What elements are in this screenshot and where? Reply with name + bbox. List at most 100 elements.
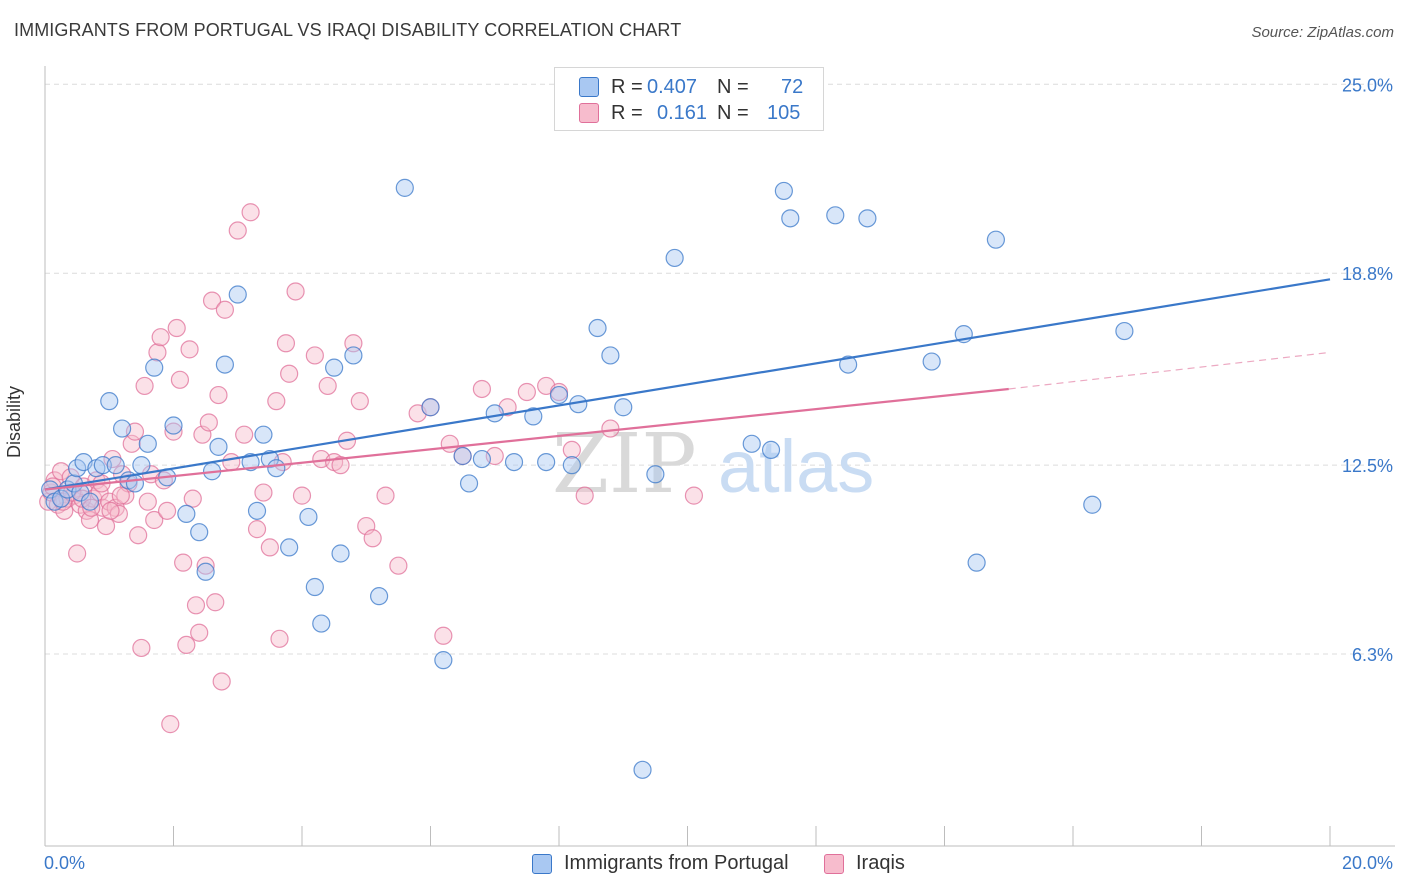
portugal-point <box>562 456 581 475</box>
portugal-point <box>312 614 331 633</box>
y-tick-label: 25.0% <box>1342 75 1393 95</box>
portugal-point <box>504 452 524 472</box>
iraqis-point <box>235 425 254 444</box>
portugal-point <box>742 434 761 453</box>
portugal-point <box>537 452 556 472</box>
stats-legend: R = 0.407 N = 72 R = 0.161 N = 105 <box>554 67 824 131</box>
iraqis-point <box>270 629 289 648</box>
portugal-point <box>1115 321 1134 341</box>
axes-layer <box>44 66 1395 847</box>
legend-label-iraqis: Iraqis <box>856 852 905 874</box>
y-axis-label: Disability <box>4 385 24 458</box>
iraqis-point <box>167 318 186 338</box>
iraqis-swatch <box>579 103 599 123</box>
iraqis-point <box>177 635 196 655</box>
watermark-atlas: atlas <box>718 425 874 508</box>
tick-labels: 6.3% 12.5% 18.8% 25.0% 0.0% 20.0% <box>44 75 1393 873</box>
portugal-point <box>260 449 279 469</box>
iraqis-point <box>212 672 231 691</box>
portugal-point <box>209 437 228 456</box>
iraqis-point <box>254 483 273 502</box>
iraqis-point <box>318 376 337 396</box>
portugal-point <box>100 392 119 411</box>
portugal-point <box>215 355 234 374</box>
portugal-point <box>93 456 112 475</box>
portugal-point <box>665 248 684 268</box>
portugal-point <box>781 209 800 228</box>
iraqis-point <box>601 419 620 438</box>
portugal-point <box>967 553 986 572</box>
portugal-point <box>485 404 504 423</box>
portugal-point <box>421 398 440 417</box>
portugal-point <box>125 474 145 493</box>
portugal-point <box>472 449 491 469</box>
portugal-point <box>254 425 273 444</box>
portugal-point <box>241 452 260 472</box>
portugal-point <box>395 178 414 197</box>
portugal-point <box>145 358 164 377</box>
portugal-point <box>132 456 151 475</box>
portugal-point <box>106 456 125 475</box>
iraqis-point <box>247 520 267 539</box>
portugal-point <box>614 398 633 417</box>
iraqis-point <box>132 638 151 658</box>
iraqis-point <box>267 392 286 411</box>
iraqis-point <box>129 526 148 545</box>
legend-label-portugal: Immigrants from Portugal <box>564 852 789 874</box>
iraqis-point <box>376 486 395 505</box>
iraqis-point <box>286 282 305 301</box>
legend-item-portugal[interactable]: Immigrants from Portugal <box>532 852 789 875</box>
iraqis-point <box>148 343 167 362</box>
portugal-point <box>305 577 324 597</box>
iraqis-point <box>186 596 206 615</box>
iraqis-point <box>292 486 312 505</box>
iraqis-point <box>260 538 279 557</box>
portugal-point <box>646 465 665 484</box>
iraqis-point <box>434 626 453 645</box>
iraqis-point <box>575 486 594 505</box>
iraqis-point <box>440 434 459 453</box>
portugal-point <box>325 358 344 377</box>
iraqis-point <box>276 334 296 353</box>
iraqis-trend-line <box>44 387 1009 491</box>
portugal-point <box>826 206 845 225</box>
iraqis-point <box>111 486 130 505</box>
iraqis-point <box>222 452 241 472</box>
portugal-point <box>761 440 781 460</box>
trend-layer <box>44 278 1331 491</box>
iraqis-point <box>164 422 183 441</box>
iraqis-point <box>101 501 120 520</box>
iraqis-point <box>183 489 202 508</box>
iraqis-point <box>280 364 299 383</box>
stats-row-iraqis: R = 0.161 N = 105 <box>579 100 800 126</box>
x-tick-label: 20.0% <box>1342 853 1393 873</box>
n-value: 105 <box>767 101 801 124</box>
iraqis-point <box>196 556 215 575</box>
portugal-point <box>434 651 453 670</box>
portugal-point <box>190 523 209 542</box>
iraqis-point <box>199 413 218 432</box>
n-label: N = <box>717 75 749 98</box>
chart-title: IMMIGRANTS FROM PORTUGAL VS IRAQI DISABI… <box>14 20 682 40</box>
iraqis-point <box>157 501 177 520</box>
portugal-point <box>549 385 569 405</box>
portugal-point <box>80 492 100 511</box>
portugal-point <box>51 489 71 508</box>
iraqis-point <box>209 385 228 405</box>
iraqis-point <box>228 221 247 240</box>
portugal-point <box>228 285 247 304</box>
iraqis-point <box>68 544 87 563</box>
portugal-point <box>922 352 941 371</box>
iraqis-trend-extension <box>1008 351 1331 390</box>
portugal-swatch <box>579 77 599 97</box>
iraqis-point <box>135 376 154 396</box>
portugal-point <box>1083 495 1102 514</box>
iraqis-point <box>151 328 170 347</box>
portugal-point <box>524 407 543 426</box>
portugal-point <box>177 504 196 523</box>
portugal-point <box>839 355 858 374</box>
legend-item-iraqis[interactable]: Iraqis <box>824 852 905 875</box>
r-value: 0.161 <box>657 101 708 124</box>
portugal-point <box>196 562 215 581</box>
stats-row-portugal: R = 0.407 N = 72 <box>579 74 803 100</box>
